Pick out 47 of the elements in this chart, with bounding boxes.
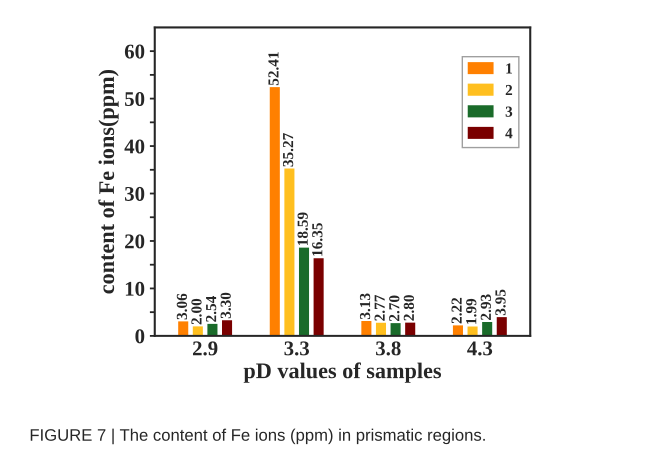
- bar: [405, 322, 416, 336]
- data-label: 2.93: [480, 294, 492, 320]
- data-label: 52.41: [268, 52, 279, 86]
- data-label: 3.30: [220, 292, 231, 318]
- data-label: 18.59: [298, 212, 308, 246]
- bar: [376, 322, 386, 336]
- data-label: 2.54: [206, 296, 216, 322]
- y-tick-label: 60: [124, 44, 144, 59]
- data-label: 2.22: [452, 298, 462, 324]
- bar: [390, 323, 401, 336]
- bar: [207, 324, 218, 336]
- bar: [496, 317, 507, 336]
- bar: [482, 322, 492, 336]
- y-tick-label: 10: [126, 282, 144, 296]
- data-label: 2.00: [191, 298, 202, 324]
- data-label: 35.27: [282, 133, 294, 167]
- bar: [270, 87, 280, 336]
- x-tick-label: 2.9: [192, 341, 218, 356]
- bar: [178, 321, 188, 336]
- bar: [314, 258, 324, 336]
- data-label: 3.13: [360, 293, 370, 320]
- data-label: 3.95: [495, 290, 506, 316]
- bar: [361, 321, 372, 336]
- data-label: 2.77: [374, 294, 385, 321]
- y-tick-label: 50: [125, 92, 144, 106]
- data-label: 2.70: [389, 296, 400, 322]
- bar: [222, 320, 232, 336]
- data-label: 16.35: [312, 223, 323, 256]
- x-tick-label: 3.3: [284, 341, 310, 356]
- y-tick-label: 30: [124, 186, 144, 201]
- y-axis-title: content of Fe ions(ppm): [98, 70, 119, 294]
- legend-label: 1: [506, 63, 512, 74]
- x-axis-title: pD values of samples: [244, 362, 442, 383]
- legend-label: 2: [506, 84, 512, 96]
- y-tick-label: 0: [135, 329, 144, 344]
- data-label: 3.06: [176, 294, 188, 320]
- y-tick-label: 40: [124, 139, 144, 154]
- caption: FIGURE 7 | The content of Fe ions (ppm) in prismatic regions.: [30, 428, 485, 444]
- data-label: 2.80: [404, 295, 414, 321]
- bar: [298, 248, 310, 336]
- y-tick-label: 20: [125, 234, 144, 248]
- legend-label: 3: [506, 106, 512, 117]
- legend-label: 4: [505, 128, 512, 138]
- x-tick-label: 4.3: [467, 341, 492, 356]
- bar: [284, 168, 294, 336]
- data-label: 1.99: [466, 298, 476, 324]
- x-tick-label: 3.8: [376, 341, 401, 356]
